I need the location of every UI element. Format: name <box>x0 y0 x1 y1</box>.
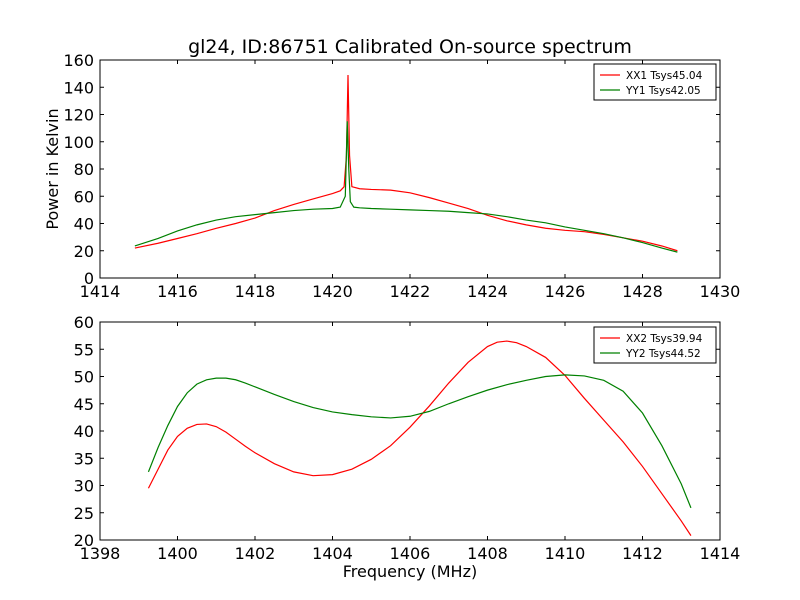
x-tick-label: 1416 <box>157 282 198 301</box>
legend-box <box>593 326 717 364</box>
legend-label: YY2 Tsys44.52 <box>625 348 701 360</box>
x-tick-label: 1424 <box>467 282 508 301</box>
x-tick-label: 1428 <box>622 282 663 301</box>
y-tick-label: 80 <box>74 160 94 179</box>
y-tick-label: 20 <box>74 531 94 550</box>
x-tick-label: 1418 <box>235 282 276 301</box>
x-tick-label: 1420 <box>312 282 353 301</box>
x-tick-label: 1408 <box>467 544 508 563</box>
legend-label: XX1 Tsys45.04 <box>626 70 703 82</box>
x-tick-label: 1426 <box>545 282 586 301</box>
y-tick-label: 25 <box>74 504 94 523</box>
bottom-panel: 1398 1400 1402 1404 1406 1408 1410 1412 1414 20 25… <box>74 313 741 563</box>
series-line-2-1 <box>147 340 692 536</box>
x-tick-label: 1422 <box>390 282 431 301</box>
x-axis-label: Frequency (MHz) <box>343 562 477 581</box>
x-tick-label: 1414 <box>700 544 741 563</box>
legend: XX1 Tsys45.04 YY1 Tsys42.05 <box>593 63 717 101</box>
y-tick-label: 40 <box>74 215 94 234</box>
x-tick-label: 1410 <box>545 544 586 563</box>
x-tick-label: 1400 <box>157 544 198 563</box>
series-line-1-2 <box>134 121 678 253</box>
x-tick-label: 1412 <box>622 544 663 563</box>
legend: XX2 Tsys39.94 YY2 Tsys44.52 <box>593 326 717 364</box>
y-tick-label: 160 <box>63 51 94 70</box>
y-tick-label: 60 <box>74 187 94 206</box>
y-tick-label: 140 <box>63 78 94 97</box>
y-tick-label: 20 <box>74 242 94 261</box>
y-tick-label: 35 <box>74 449 94 468</box>
legend-label: XX2 Tsys39.94 <box>626 333 703 345</box>
chart-title: gl24, ID:86751 Calibrated On-source spec… <box>188 36 632 58</box>
x-tick-label: 1414 <box>80 282 121 301</box>
series-line-2-2 <box>147 374 692 509</box>
y-tick-label: 100 <box>63 133 94 152</box>
y-tick-label: 40 <box>74 422 94 441</box>
y-axis-label: Power in Kelvin <box>43 108 62 229</box>
y-tick-label: 120 <box>63 106 94 125</box>
series-line-1-1 <box>134 74 678 252</box>
x-tick-label: 1430 <box>700 282 741 301</box>
x-tick-label: 1406 <box>390 544 431 563</box>
y-tick-label: 50 <box>74 368 94 387</box>
legend-box <box>593 63 717 101</box>
x-tick-label: 1402 <box>235 544 276 563</box>
top-panel: 1414 1416 1418 1420 1422 1424 1426 1428 1430 0 20 4… <box>63 51 740 301</box>
y-tick-label: 0 <box>84 269 94 288</box>
y-tick-label: 55 <box>74 340 94 359</box>
x-tick-label: 1398 <box>80 544 121 563</box>
legend-label: YY1 Tsys42.05 <box>625 85 701 97</box>
x-tick-label: 1404 <box>312 544 353 563</box>
y-tick-label: 45 <box>74 395 94 414</box>
y-tick-label: 30 <box>74 477 94 496</box>
y-tick-label: 60 <box>74 313 94 332</box>
